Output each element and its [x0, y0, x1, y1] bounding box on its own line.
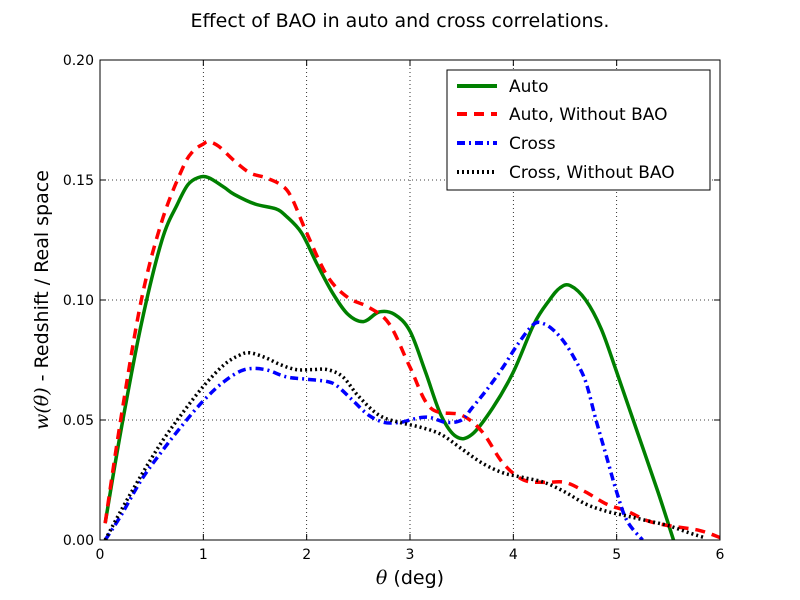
y-tick-label: 0.10 — [63, 293, 94, 309]
x-tick-label: 6 — [716, 547, 725, 563]
series-auto-without-bao — [103, 139, 720, 540]
x-axis-label: θ (deg) — [376, 567, 444, 589]
y-axis-label-text: - Redshift / Real space — [31, 170, 53, 387]
legend-label-cross: Cross — [509, 134, 556, 154]
y-tick-label: 0.05 — [63, 413, 94, 429]
y-tick-label: 0.15 — [63, 173, 94, 189]
legend: Auto Auto, Without BAO Cross Cross, With… — [446, 69, 711, 191]
ticks: 0 1 2 3 4 5 6 0.00 0.05 0.10 0.15 0.20 — [63, 53, 725, 563]
y-axis-label: w(θ) - Redshift / Real space — [31, 170, 53, 430]
series-layer — [103, 139, 720, 540]
x-axis-label-unit: (deg) — [387, 567, 444, 589]
legend-label-auto-without-bao: Auto, Without BAO — [509, 105, 668, 125]
y-tick-label: 0.20 — [63, 53, 94, 69]
y-axis-label-symbol: w(θ) — [31, 387, 53, 430]
chart-title: Effect of BAO in auto and cross correlat… — [191, 10, 610, 32]
x-tick-label: 4 — [509, 547, 518, 563]
x-tick-label: 2 — [302, 547, 311, 563]
x-axis-label-symbol: θ — [376, 567, 388, 589]
legend-label-auto: Auto — [509, 77, 548, 97]
series-auto — [103, 174, 676, 540]
legend-label-cross-without-bao: Cross, Without BAO — [509, 163, 675, 183]
x-tick-label: 3 — [406, 547, 415, 563]
y-tick-label: 0.00 — [63, 533, 94, 549]
x-tick-label: 5 — [612, 547, 621, 563]
series-cross-without-bao — [103, 350, 706, 540]
x-tick-label: 1 — [199, 547, 208, 563]
series-cross — [103, 320, 644, 540]
legend-box — [446, 69, 711, 191]
x-tick-label: 0 — [96, 547, 105, 563]
